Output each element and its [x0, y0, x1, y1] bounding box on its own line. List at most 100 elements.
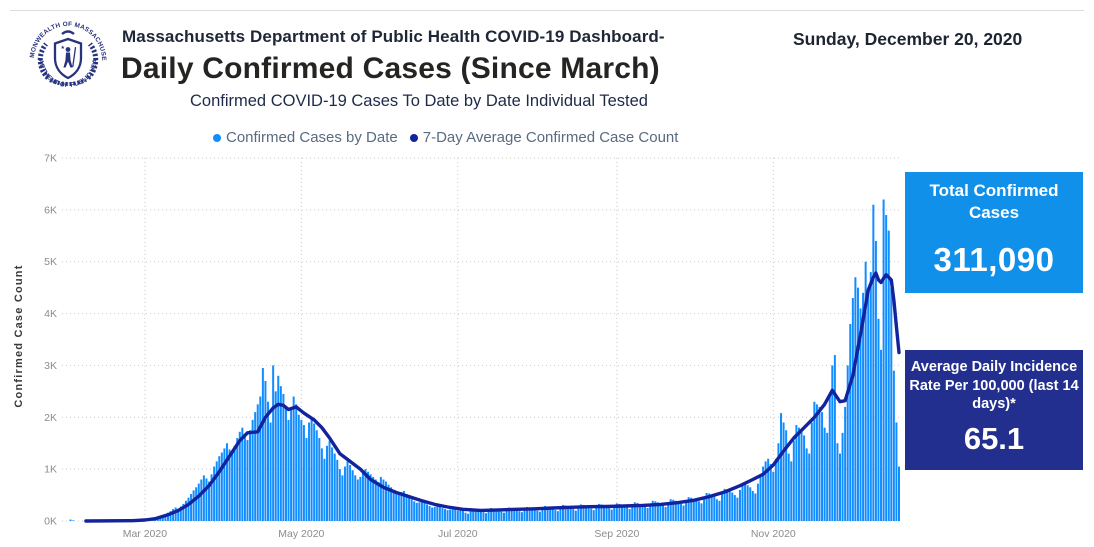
daily-cases-bar [413, 501, 416, 521]
daily-cases-bar [487, 510, 490, 521]
daily-cases-bar [279, 386, 282, 521]
total-confirmed-cases-card: Total Confirmed Cases 311,090 [905, 172, 1083, 293]
daily-cases-bar [479, 510, 482, 521]
daily-cases-bar [500, 511, 503, 521]
daily-cases-bar [751, 490, 754, 521]
daily-cases-bar [697, 501, 700, 521]
daily-cases-bar [497, 510, 500, 521]
daily-cases-bar [205, 478, 208, 521]
daily-cases-bar [759, 474, 762, 521]
daily-cases-bar [459, 509, 462, 521]
daily-cases-bar [559, 507, 562, 521]
daily-cases-bar [738, 489, 741, 521]
daily-cases-bar [513, 509, 516, 521]
daily-cases-bar [287, 419, 290, 521]
daily-cases-bar [815, 404, 818, 521]
shield-icon: ★ [53, 30, 83, 80]
daily-cases-bar [225, 443, 228, 521]
agency-title: Massachusetts Department of Public Healt… [122, 27, 665, 46]
daily-cases-bar [184, 500, 187, 521]
daily-cases-bar [174, 507, 177, 521]
daily-cases-bar [395, 491, 398, 521]
y-tick-label: 3K [44, 360, 57, 372]
daily-cases-bar [251, 419, 254, 521]
y-tick-label: 7K [44, 153, 57, 165]
daily-cases-bar [603, 505, 606, 521]
daily-cases-bar [277, 375, 280, 521]
daily-cases-bar [531, 508, 534, 521]
daily-cases-bar [628, 509, 631, 521]
daily-cases-bar [364, 469, 367, 521]
daily-cases-bar [166, 512, 169, 521]
daily-cases-bar [633, 502, 636, 521]
legend-label-confirmed-cases: Confirmed Cases by Date [226, 129, 398, 146]
y-tick-label: 4K [44, 308, 57, 320]
daily-cases-bar [313, 423, 316, 521]
daily-cases-bar [690, 497, 693, 521]
daily-cases-bar [341, 475, 344, 521]
daily-cases-bar [474, 508, 477, 521]
daily-cases-bar [792, 440, 795, 521]
daily-cases-bar [336, 459, 339, 521]
daily-cases-bar [764, 461, 767, 521]
daily-cases-bar [302, 425, 305, 521]
daily-cases-bar [356, 479, 359, 521]
daily-cases-bar [777, 443, 780, 521]
daily-cases-bar [826, 432, 829, 521]
daily-cases-bar [492, 508, 495, 521]
daily-cases-bar [495, 509, 498, 521]
daily-cases-bar [744, 484, 747, 521]
daily-cases-bar [569, 507, 572, 521]
daily-cases-bar [390, 487, 393, 521]
daily-cases-bar [320, 448, 323, 521]
daily-cases-bar [528, 507, 531, 521]
daily-cases-bar [264, 380, 267, 521]
y-tick-label: 0K [44, 516, 57, 528]
daily-cases-bar [803, 435, 806, 521]
chart-subtitle: Confirmed COVID-19 Cases To Date by Date… [190, 92, 648, 110]
daily-cases-bar [762, 466, 765, 521]
daily-cases-bar [892, 370, 895, 521]
daily-cases-bar [623, 505, 626, 521]
daily-cases-bar [400, 491, 403, 521]
daily-cases-bar [536, 510, 539, 521]
daily-cases-bar [797, 427, 800, 521]
daily-cases-bar [469, 511, 472, 521]
daily-cases-bar [238, 431, 241, 521]
daily-cases-bar [415, 502, 418, 521]
daily-cases-bar [338, 469, 341, 521]
daily-cases-bar [839, 453, 841, 521]
daily-cases-bar [818, 406, 821, 521]
daily-cases-bar [249, 430, 252, 521]
daily-cases-bar [618, 503, 621, 521]
daily-cases-bar [577, 507, 580, 521]
daily-cases-bar [256, 404, 259, 521]
legend-item-7day-average: 7-Day Average Confirmed Case Count [409, 129, 679, 146]
daily-cases-bar [867, 287, 870, 521]
daily-cases-bar [723, 488, 726, 521]
daily-cases-bar [885, 215, 888, 522]
daily-cases-bar [877, 318, 880, 521]
daily-cases-bar [561, 504, 564, 521]
daily-cases-bar [169, 511, 172, 521]
x-tick-label: Mar 2020 [123, 528, 168, 540]
daily-cases-bar [844, 406, 847, 521]
daily-cases-bar [587, 507, 590, 521]
daily-cases-bar [741, 483, 744, 521]
daily-cases-bar [600, 504, 603, 521]
daily-cases-bar [215, 461, 218, 521]
daily-cases-bar [692, 498, 695, 521]
daily-cases-bar [72, 520, 75, 521]
daily-cases-bar [259, 396, 262, 521]
daily-cases-bar [254, 412, 257, 521]
legend-label-7day-average: 7-Day Average Confirmed Case Count [422, 129, 679, 146]
daily-cases-bar [372, 476, 375, 521]
daily-cases-bar [446, 510, 449, 521]
daily-cases-bar [805, 448, 808, 521]
daily-cases-bar [310, 417, 313, 521]
daily-cases-bar [687, 497, 690, 521]
daily-cases-bar [426, 504, 429, 521]
daily-cases-bar [485, 513, 488, 521]
daily-cases-bar [410, 499, 413, 521]
daily-cases-bar [456, 510, 459, 521]
